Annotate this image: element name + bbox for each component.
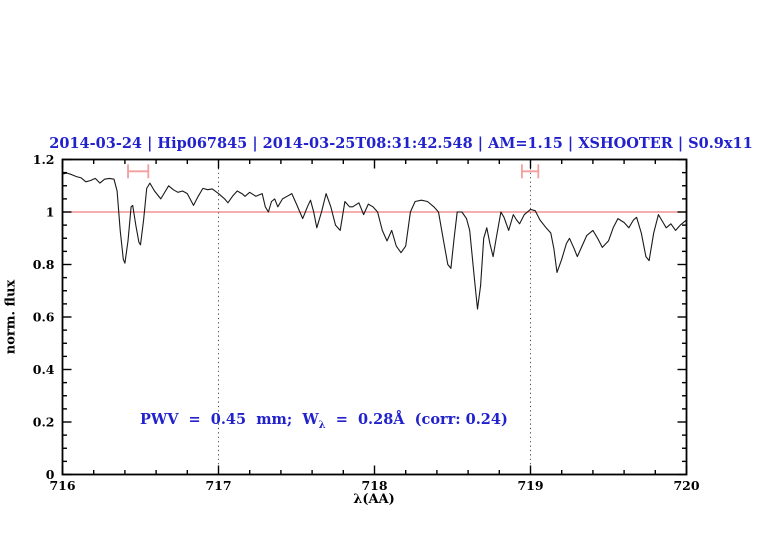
y-tick-label: 0.4 — [33, 362, 55, 377]
y-tick-label: 0 — [46, 467, 55, 482]
annotation-lambda-subscript: λ — [318, 419, 326, 431]
x-tick-label: 719 — [517, 478, 543, 493]
annotation-prefix: PWV = 0.45 mm; W — [140, 411, 319, 428]
x-tick-label: 717 — [205, 478, 231, 493]
x-axis-label: λ(AA) — [353, 492, 395, 507]
y-tick-label: 1.2 — [33, 152, 55, 167]
y-axis-label: norm. flux — [3, 279, 19, 355]
annotation-suffix: = 0.28Å (corr: 0.24) — [325, 411, 508, 428]
y-tick-label: 1 — [46, 205, 55, 220]
plot-title: 2014-03-24 | Hip067845 | 2014-03-25T08:3… — [49, 135, 753, 152]
y-tick-label: 0.2 — [33, 415, 55, 430]
y-tick-label: 0.6 — [33, 310, 55, 325]
x-tick-label: 718 — [361, 478, 387, 493]
x-tick-label: 720 — [673, 478, 699, 493]
x-tick-label: 716 — [49, 478, 75, 493]
spectrum-line — [62, 172, 687, 310]
y-tick-label: 0.8 — [33, 257, 55, 272]
pwv-annotation: PWV = 0.45 mm; Wλ = 0.28Å (corr: 0.24) — [140, 411, 508, 431]
